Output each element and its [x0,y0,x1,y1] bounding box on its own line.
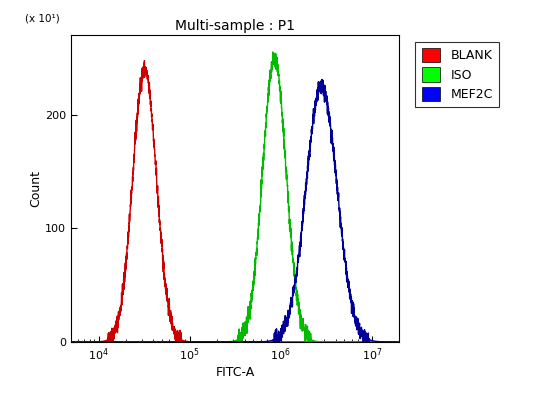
Line: MEF2C: MEF2C [51,79,435,342]
MEF2C [212,340,218,344]
X-axis label: FITC-A: FITC-A [216,366,255,379]
BLANK [425,340,432,344]
Title: Multi-sample : P1: Multi-sample : P1 [175,19,295,33]
ISO [383,340,390,344]
ISO [425,340,432,344]
MEF2C [91,340,98,344]
ISO [212,340,218,344]
Text: (x 10¹): (x 10¹) [25,13,60,23]
Legend: BLANK, ISO, MEF2C: BLANK, ISO, MEF2C [415,42,499,107]
MEF2C [319,77,325,82]
BLANK [48,340,54,344]
Line: ISO: ISO [51,52,435,342]
BLANK [106,340,113,344]
MEF2C [195,340,202,344]
ISO [432,340,439,344]
BLANK [212,340,219,344]
ISO [91,340,98,344]
ISO [48,340,54,344]
MEF2C [114,340,121,344]
BLANK [383,340,390,344]
MEF2C [432,340,439,344]
Line: BLANK: BLANK [51,61,435,342]
ISO [270,50,276,54]
ISO [195,340,202,344]
BLANK [114,318,121,323]
BLANK [432,340,439,344]
BLANK [91,340,98,344]
BLANK [141,59,148,63]
MEF2C [271,340,277,344]
Y-axis label: Count: Count [30,170,42,207]
MEF2C [48,340,54,344]
ISO [235,340,241,344]
MEF2C [425,340,432,344]
MEF2C [383,340,390,344]
BLANK [195,340,202,344]
ISO [114,340,121,344]
